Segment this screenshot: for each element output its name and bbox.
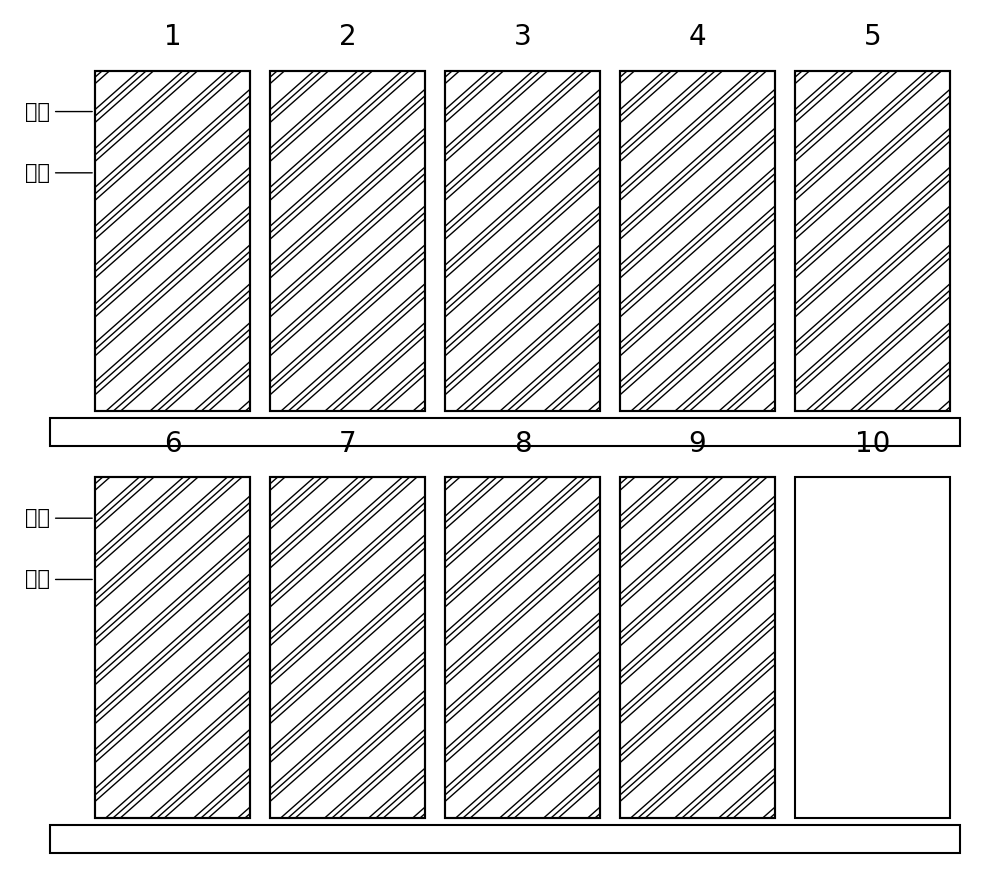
Text: 6: 6 [164, 430, 181, 458]
Bar [270, 477, 425, 818]
Bar [95, 477, 250, 818]
Bar [445, 71, 600, 411]
Text: 田垓: 田垓 [25, 508, 92, 529]
Bar [620, 71, 775, 411]
Bar [620, 71, 775, 411]
Bar [620, 477, 775, 818]
Bar [50, 418, 960, 446]
Bar [95, 71, 250, 411]
Text: 田沟: 田沟 [25, 569, 92, 590]
Bar [795, 71, 950, 411]
Text: 田沟: 田沟 [25, 163, 92, 183]
Text: 7: 7 [339, 430, 356, 458]
Text: 10: 10 [855, 430, 890, 458]
Bar [445, 71, 600, 411]
Bar [95, 477, 250, 818]
Text: 5: 5 [864, 23, 881, 51]
Text: 9: 9 [689, 430, 706, 458]
Bar [795, 477, 950, 818]
Text: 2: 2 [339, 23, 356, 51]
Bar [95, 71, 250, 411]
Text: 3: 3 [514, 23, 531, 51]
Bar [445, 477, 600, 818]
Bar [795, 71, 950, 411]
Bar [445, 477, 600, 818]
Bar [270, 71, 425, 411]
Text: 1: 1 [164, 23, 181, 51]
Text: 4: 4 [689, 23, 706, 51]
Bar [270, 71, 425, 411]
Text: 8: 8 [514, 430, 531, 458]
Bar [620, 477, 775, 818]
Bar [50, 825, 960, 853]
Bar [270, 477, 425, 818]
Text: 田垓: 田垓 [25, 102, 92, 122]
